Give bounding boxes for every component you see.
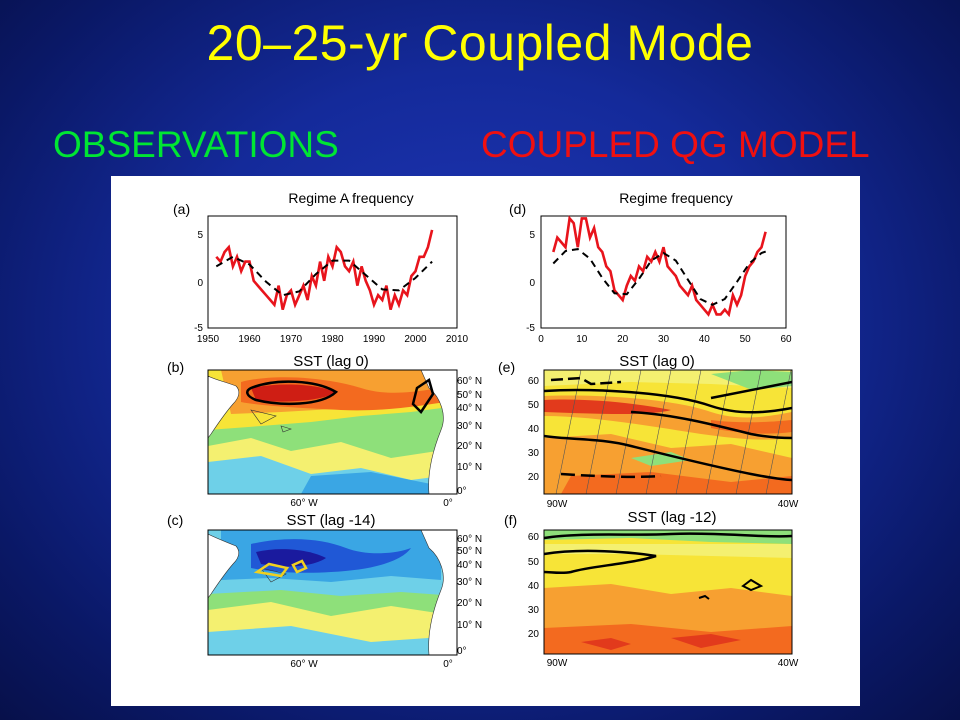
panel-e-lon-label: 90W bbox=[547, 499, 568, 510]
panel-b-lat: 30° N bbox=[457, 421, 482, 432]
panel-c-lat-labels: 60° N 50° N 40° N 30° N 20° N 10° N 0° bbox=[457, 534, 482, 657]
panel-d-axes bbox=[540, 215, 787, 329]
panel-e-ytick: 40 bbox=[528, 424, 540, 435]
panel-b-title: SST (lag 0) bbox=[293, 353, 369, 370]
panel-d-label: (d) bbox=[509, 201, 526, 217]
frequency-series-line bbox=[215, 229, 434, 310]
panel-f: (f) SST (lag -12) 60 50 40 30 20 90W 40W bbox=[504, 509, 799, 669]
panel-c-label: (c) bbox=[167, 512, 183, 528]
panel-d-xtick: 10 bbox=[576, 334, 588, 345]
panel-c-title: SST (lag -14) bbox=[287, 512, 376, 529]
panel-a: (a) Regime A frequency 5 0 -5 1950 1960 … bbox=[173, 190, 469, 345]
panel-f-title: SST (lag -12) bbox=[628, 509, 717, 526]
panel-e-yticks: 60 50 40 30 20 bbox=[528, 376, 540, 483]
panel-f-label: (f) bbox=[504, 512, 517, 528]
panel-a-xtick: 1950 bbox=[197, 334, 220, 345]
panel-c-lat: 40° N bbox=[457, 560, 482, 571]
frequency-series-line bbox=[552, 215, 767, 318]
panel-c-lon-label: 60° W bbox=[290, 659, 318, 670]
panel-c-lat: 20° N bbox=[457, 598, 482, 609]
panel-c-lat: 30° N bbox=[457, 577, 482, 588]
slide-title: 20–25-yr Coupled Mode bbox=[206, 15, 754, 71]
panel-c: (c) SST (lag -14) 60° N 50° N 40° N 30° … bbox=[167, 512, 482, 670]
panel-d-xticks: 0 10 20 30 40 50 60 bbox=[538, 334, 792, 345]
panel-c-lat: 0° bbox=[457, 646, 467, 657]
panel-c-map bbox=[208, 530, 457, 655]
panel-e-lon-label: 40W bbox=[778, 499, 799, 510]
panel-b-lon-label: 0° bbox=[443, 498, 453, 509]
panel-d: (d) Regime frequency 5 0 -5 0 10 20 30 4… bbox=[509, 190, 792, 345]
panel-a-title: Regime A frequency bbox=[288, 190, 413, 206]
figure-panel: (a) Regime A frequency 5 0 -5 1950 1960 … bbox=[111, 176, 860, 706]
panel-b-lat: 10° N bbox=[457, 462, 482, 473]
panel-f-ytick: 40 bbox=[528, 581, 540, 592]
panel-b-lat: 60° N bbox=[457, 376, 482, 387]
panel-d-xtick: 60 bbox=[780, 334, 792, 345]
panel-c-lat: 50° N bbox=[457, 546, 482, 557]
panel-a-label: (a) bbox=[173, 201, 190, 217]
smoothed-series-line bbox=[552, 248, 771, 306]
panel-b-lat: 0° bbox=[457, 486, 467, 497]
panel-d-xtick: 50 bbox=[740, 334, 752, 345]
panel-f-ytick: 30 bbox=[528, 605, 540, 616]
observations-heading: OBSERVATIONS bbox=[53, 124, 339, 165]
panel-a-xtick: 1980 bbox=[321, 334, 344, 345]
panel-a-ytick: 5 bbox=[197, 230, 203, 241]
panel-a-xtick: 1990 bbox=[363, 334, 386, 345]
panel-e-label: (e) bbox=[498, 359, 515, 375]
panel-a-xtick: 1970 bbox=[280, 334, 303, 345]
panel-a-lines bbox=[215, 229, 434, 310]
panel-b-map bbox=[208, 370, 457, 494]
panel-b-lon-label: 60° W bbox=[290, 498, 318, 509]
panel-f-ytick: 50 bbox=[528, 557, 540, 568]
panel-d-lines bbox=[552, 215, 771, 318]
panel-a-xtick: 1960 bbox=[238, 334, 261, 345]
panel-a-xtick: 2010 bbox=[446, 334, 469, 345]
panel-d-ytick: 0 bbox=[529, 278, 535, 289]
panel-b-lat-labels: 60° N 50° N 40° N 30° N 20° N 10° N 0° bbox=[457, 376, 482, 497]
panel-a-xticks: 1950 1960 1970 1980 1990 2000 2010 bbox=[197, 334, 469, 345]
panel-a-xtick: 2000 bbox=[404, 334, 427, 345]
panel-f-map bbox=[544, 530, 792, 654]
panel-e-ytick: 20 bbox=[528, 472, 540, 483]
panel-f-lon-label: 40W bbox=[778, 658, 799, 669]
panel-c-lon-label: 0° bbox=[443, 659, 453, 670]
panel-f-ytick: 20 bbox=[528, 629, 540, 640]
smoothed-series-line bbox=[215, 255, 433, 297]
panel-a-ytick: -5 bbox=[194, 323, 203, 334]
panel-d-xtick: 0 bbox=[538, 334, 544, 345]
panel-b: (b) SST (lag 0) 60° N 50° N 40° N 30° N … bbox=[167, 353, 482, 509]
panel-b-lat: 40° N bbox=[457, 403, 482, 414]
panel-d-xtick: 20 bbox=[617, 334, 629, 345]
panel-d-yticks: 5 0 -5 bbox=[526, 230, 535, 334]
panel-e-title: SST (lag 0) bbox=[619, 353, 695, 370]
panel-a-axes bbox=[207, 215, 458, 329]
panel-f-lon-label: 90W bbox=[547, 658, 568, 669]
panel-c-lat: 60° N bbox=[457, 534, 482, 545]
panel-e-ytick: 30 bbox=[528, 448, 540, 459]
panel-e-ytick: 50 bbox=[528, 400, 540, 411]
panel-b-lat: 50° N bbox=[457, 390, 482, 401]
panel-d-ytick: -5 bbox=[526, 323, 535, 334]
panel-d-title: Regime frequency bbox=[619, 190, 733, 206]
panel-e-map bbox=[544, 370, 792, 494]
panel-d-ytick: 5 bbox=[529, 230, 535, 241]
panel-a-yticks: 5 0 -5 bbox=[194, 230, 203, 334]
panel-e-ytick: 60 bbox=[528, 376, 540, 387]
panel-d-xtick: 30 bbox=[658, 334, 670, 345]
panel-b-label: (b) bbox=[167, 359, 184, 375]
panel-d-xtick: 40 bbox=[699, 334, 711, 345]
panel-f-yticks: 60 50 40 30 20 bbox=[528, 532, 540, 640]
panel-c-lat: 10° N bbox=[457, 620, 482, 631]
panel-b-lat: 20° N bbox=[457, 441, 482, 452]
panel-e: (e) SST (lag 0) bbox=[498, 353, 799, 510]
model-heading: COUPLED QG MODEL bbox=[481, 124, 870, 165]
panel-a-ytick: 0 bbox=[197, 278, 203, 289]
panel-f-ytick: 60 bbox=[528, 532, 540, 543]
